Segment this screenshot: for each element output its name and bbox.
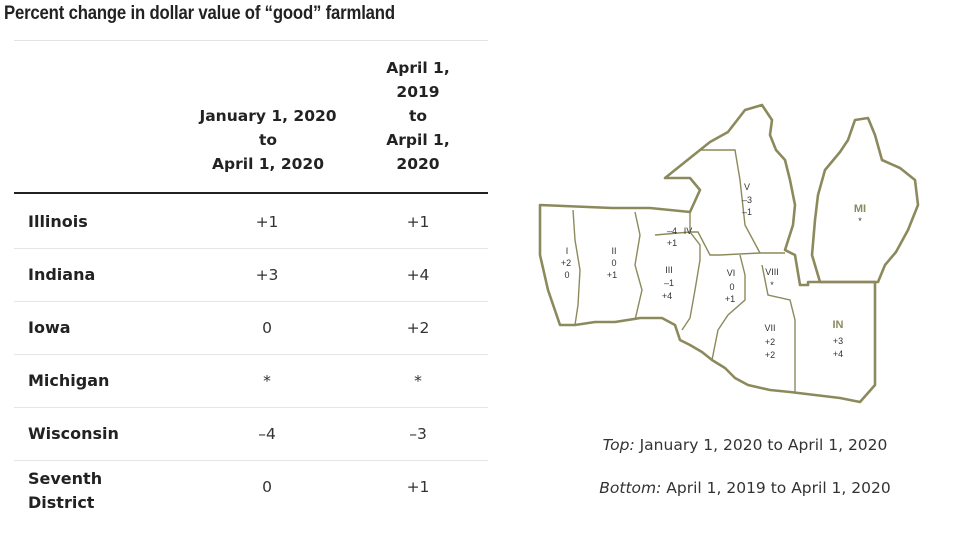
- state-name-line: Seventh: [28, 469, 103, 488]
- year-change: –3: [409, 424, 427, 443]
- chart-title: Percent change in dollar value of “good”…: [4, 3, 395, 24]
- district-boundary: [572, 209, 581, 326]
- district-value: +3: [833, 336, 843, 346]
- quarter-change: +1: [255, 212, 279, 231]
- district-value: *: [858, 216, 862, 226]
- state-name: Iowa: [28, 318, 71, 337]
- column-header-line: to: [258, 131, 278, 149]
- column-header-line: 2019: [396, 83, 440, 101]
- district-label: VI: [727, 268, 736, 278]
- year-change: +1: [406, 212, 430, 231]
- table-row: Iowa 0 +2: [14, 301, 488, 355]
- district-label: VII: [764, 323, 775, 333]
- district-boundary: [654, 231, 701, 331]
- column-header-line: April 1, 2020: [212, 155, 324, 173]
- table-row: Michigan * *: [14, 354, 488, 408]
- quarter-change: *: [263, 371, 271, 390]
- district-boundary: [711, 254, 746, 361]
- district-boundary: [634, 211, 643, 321]
- column-header-line: January 1, 2020: [199, 107, 337, 125]
- quarter-change: 0: [262, 318, 272, 337]
- quarter-change: 0: [262, 478, 272, 496]
- header-divider: [14, 192, 488, 194]
- column-header-quarter: January 1, 2020 to April 1, 2020: [190, 104, 346, 176]
- legend-text: April 1, 2019 to April 1, 2020: [661, 479, 891, 497]
- state-name: Seventh District: [28, 460, 102, 522]
- table-row: Wisconsin –4 –3: [14, 407, 488, 461]
- district-value: *: [770, 280, 774, 290]
- legend-label: Top:: [602, 436, 635, 454]
- district-value: –4: [667, 226, 677, 236]
- quarter-change: –4: [258, 424, 276, 443]
- district-label: VIII: [765, 267, 779, 277]
- state-name-line: District: [28, 493, 95, 512]
- year-change: +4: [406, 265, 430, 284]
- table-row: Seventh District 0 +1: [14, 460, 488, 522]
- legend-label: Bottom:: [599, 479, 662, 497]
- district-value: +1: [667, 238, 677, 248]
- district-boundary: [700, 149, 761, 254]
- district-value: +4: [662, 291, 672, 301]
- district-value: –3: [742, 195, 752, 205]
- year-change: *: [414, 371, 422, 390]
- district-value: +4: [833, 349, 843, 359]
- district-value: 0: [564, 270, 569, 280]
- district-boundary: [689, 212, 785, 256]
- district-value: –1: [742, 207, 752, 217]
- column-header-line: to: [408, 107, 428, 125]
- column-header-year: April 1, 2019 to Arpil 1, 2020: [358, 56, 478, 176]
- quarter-change: +3: [255, 265, 279, 284]
- district-value: 0: [611, 258, 616, 268]
- state-name: Wisconsin: [28, 424, 119, 443]
- state-name: Michigan: [28, 371, 110, 390]
- district-boundary: [761, 264, 796, 392]
- district-label: IV: [684, 226, 693, 236]
- district-value: 0: [729, 282, 734, 292]
- district-value: –1: [664, 278, 674, 288]
- state-label: IN: [833, 319, 844, 331]
- district-value: +1: [607, 270, 617, 280]
- title-divider: [14, 40, 488, 41]
- district-map: I +2 0 II 0 +1 III –1 +4 –4 IV +1 V –3 –…: [538, 103, 920, 404]
- legend-text: January 1, 2020 to April 1, 2020: [634, 436, 888, 454]
- district-value: +2: [765, 350, 775, 360]
- map-legend-top: Top: January 1, 2020 to April 1, 2020: [545, 436, 945, 454]
- district-label: II: [611, 246, 616, 256]
- column-header-line: Arpil 1,: [386, 131, 450, 149]
- state-label: MI: [854, 203, 866, 215]
- year-change: +1: [406, 478, 430, 496]
- column-header-line: 2020: [396, 155, 440, 173]
- state-name: Indiana: [28, 265, 96, 284]
- district-label: V: [744, 182, 750, 192]
- table-row: Indiana +3 +4: [14, 248, 488, 302]
- district-value: +2: [765, 337, 775, 347]
- state-name: Illinois: [28, 212, 88, 231]
- michigan-outline: [810, 116, 920, 284]
- district-value: +2: [561, 258, 571, 268]
- table-row: Illinois +1 +1: [14, 195, 488, 249]
- district-label: I: [566, 246, 569, 256]
- year-change: +2: [406, 318, 430, 337]
- district-label: III: [665, 265, 673, 275]
- column-header-line: April 1,: [386, 59, 450, 77]
- map-legend-bottom: Bottom: April 1, 2019 to April 1, 2020: [545, 479, 945, 497]
- district-value: +1: [725, 294, 735, 304]
